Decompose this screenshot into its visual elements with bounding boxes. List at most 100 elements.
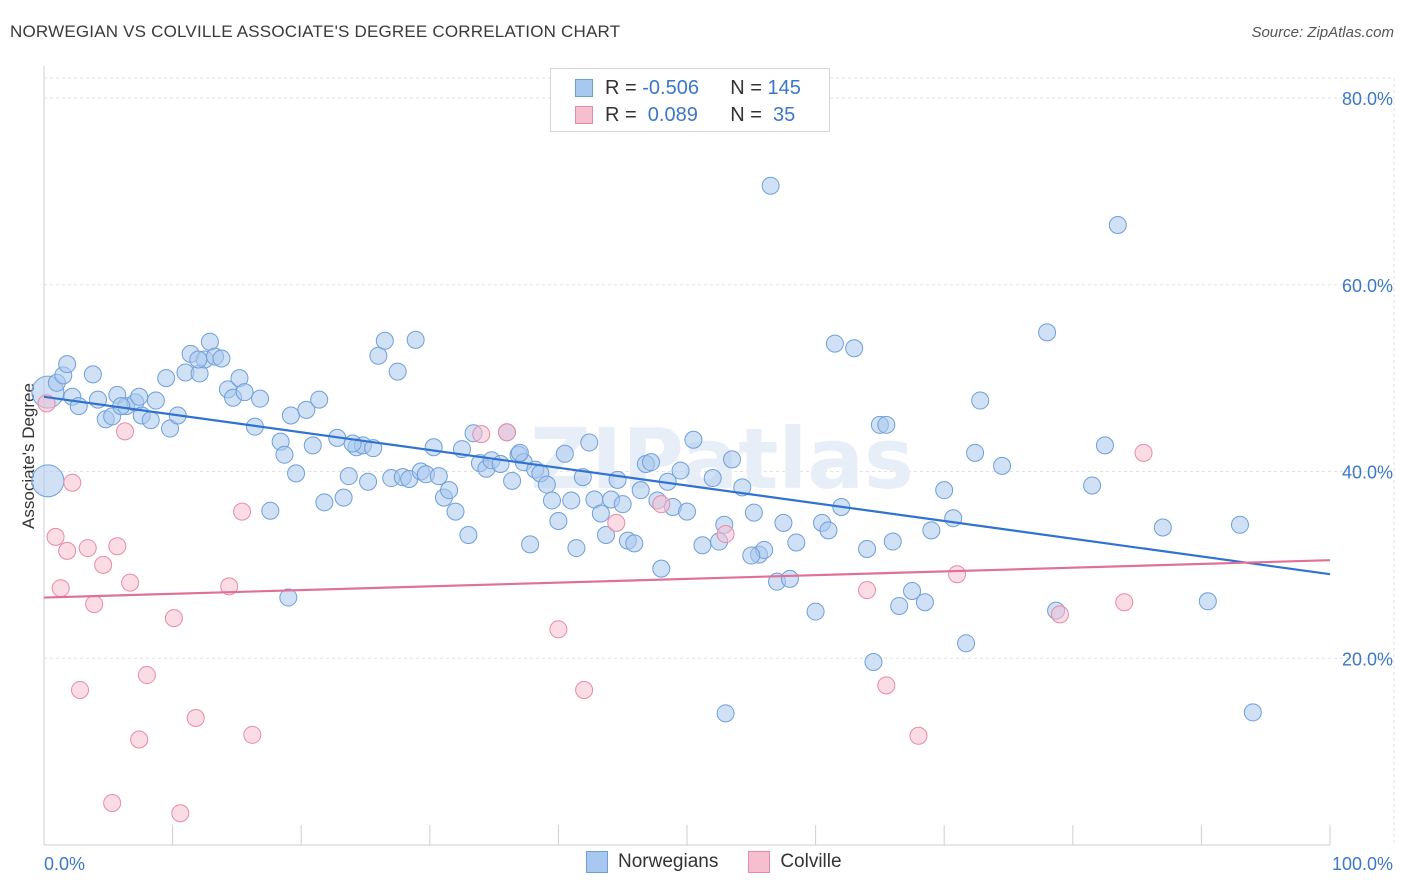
legend-row-colville: R = 0.089 N = 35 [575,103,795,127]
legend-item-colville[interactable]: Colville [748,851,842,873]
norwegians-point [297,400,316,419]
norwegians-point [303,436,322,455]
norwegians-point [521,535,540,554]
colville-point [164,609,183,628]
norwegians-point [1243,703,1262,722]
norwegians-point [459,525,478,544]
colville-point [103,793,122,812]
legend-item-norwegians[interactable]: Norwegians [586,851,718,873]
norwegians-point [903,582,922,601]
chart-title: NORWEGIAN VS COLVILLE ASSOCIATE'S DEGREE… [10,22,621,41]
norwegians-point [652,559,671,578]
norwegians-point [146,391,165,410]
norwegians-swatch [575,79,593,97]
norwegians-point [957,634,976,653]
colville-point [130,730,149,749]
norwegians-r-value: -0.506 [642,76,699,99]
norwegians-point [966,443,985,462]
y-tick-label-80: 80.0% [1342,89,1393,109]
colville-r-value: 0.089 [642,103,698,126]
norwegians-point [359,472,378,491]
norwegians-point [787,533,806,552]
norwegians-point [613,495,632,514]
norwegians-point [287,464,306,483]
colville-point [71,680,90,699]
norwegians-point [369,346,388,365]
colville-point [85,595,104,614]
norwegians-point [130,387,149,406]
norwegians-point [877,415,896,434]
norwegians-point [864,652,883,671]
norwegians-point [141,411,160,430]
norwegians-point [641,453,660,472]
norwegians-point [890,596,909,615]
norwegians-point [819,521,838,540]
norwegians-point [562,491,581,510]
norwegians-point [406,330,425,349]
norwegians-n-value: 145 [767,76,801,99]
colville-point [575,680,594,699]
colville-point [652,495,671,514]
colville-point [909,726,928,745]
norwegians-point [315,493,334,512]
norwegians-point [537,475,556,494]
norwegians-point [678,502,696,521]
norwegians-point [573,468,592,487]
norwegians-point [235,383,254,402]
norwegians-point [625,534,644,553]
norwegians-point [596,525,615,544]
norwegians-point [845,339,864,358]
norwegians-point [429,467,448,486]
norwegians-point [424,438,443,457]
colville-point [37,394,56,413]
colville-r-label: R = [605,103,643,126]
norwegians-point [567,539,586,558]
norwegians-point [251,389,270,408]
norwegians-point [825,334,844,353]
colville-n-value: 35 [767,103,796,126]
norwegians-point [446,502,465,521]
norwegians-point [157,369,176,388]
norwegians-point [200,332,219,351]
y-axis-label: Associate's Degree [19,383,38,529]
series-legend: Norwegians Colville [586,851,872,873]
norwegians-point [339,467,358,486]
norwegians-point [375,331,394,350]
norwegians-point [935,481,954,500]
norwegians-legend-label: Norwegians [618,851,719,872]
norwegians-point [549,511,568,530]
norwegians-point [716,704,735,723]
colville-trend-line [43,559,1331,599]
colville-point [497,423,516,442]
norwegians-point [31,464,65,498]
colville-point [78,539,97,558]
colville-point [549,620,568,639]
norwegians-point [671,461,690,480]
norwegians-point [83,365,102,384]
colville-point [1115,593,1134,612]
colville-point [243,725,262,744]
norwegians-point [388,362,407,381]
norwegians-point [1198,592,1217,611]
y-tick-label-60: 60.0% [1342,276,1393,296]
x-tick-label-max: 100.0% [1332,854,1393,874]
x-tick-label-min: 0.0% [44,854,85,874]
norwegians-point [684,430,703,449]
stats-legend: R = -0.506 N = 145 R = 0.089 N = 35 [550,68,830,132]
norwegians-point [580,433,599,452]
norwegians-point [1038,323,1057,342]
norwegians-point [631,481,650,500]
norwegians-point [1095,436,1114,455]
norwegians-point [993,456,1012,475]
colville-point [858,581,877,600]
norwegians-point [212,349,231,368]
norwegians-point [591,504,610,523]
norwegians-point [275,445,294,464]
colville-point [472,425,491,444]
norwegians-point [915,593,934,612]
colville-point [171,804,190,823]
colville-point [137,666,156,685]
colville-n-label: N = [730,103,768,126]
colville-legend-label: Colville [780,851,842,872]
